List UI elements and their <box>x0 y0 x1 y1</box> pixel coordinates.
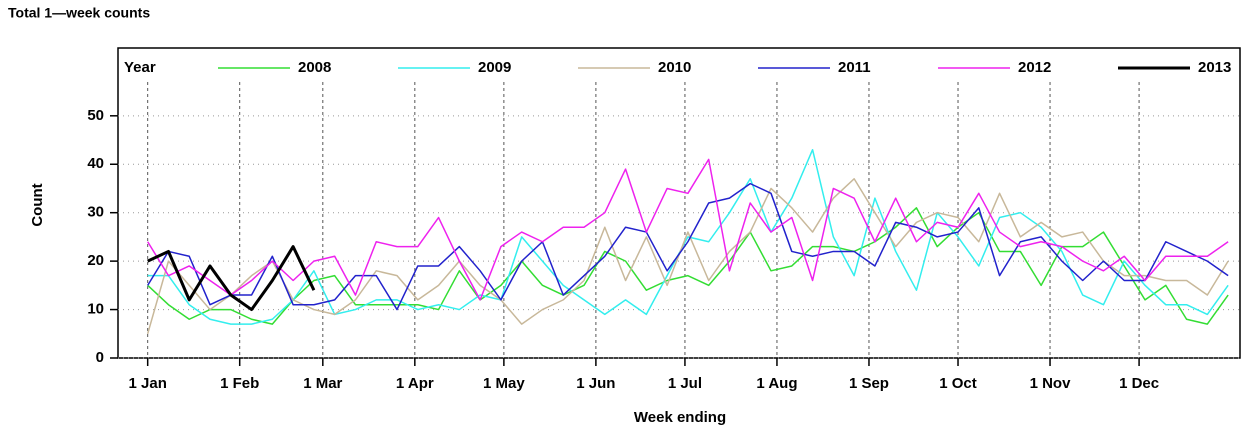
y-axis-label: Count <box>29 183 46 226</box>
legend-label: 2010 <box>658 59 691 76</box>
x-tick-label: 1 Aug <box>756 375 797 392</box>
legend-label: 2009 <box>478 59 511 76</box>
x-tick-label: 1 May <box>483 375 525 392</box>
series-line <box>147 245 316 312</box>
x-tick-label: 1 Sep <box>849 375 889 392</box>
x-tick-label: 1 Oct <box>939 375 977 392</box>
legend-label: 2008 <box>298 59 331 76</box>
y-tick-label: 0 <box>96 349 104 366</box>
legend-title: Year <box>124 59 156 76</box>
series-line <box>147 158 1229 301</box>
x-tick-label: 1 Jul <box>668 375 702 392</box>
y-tick-label: 20 <box>87 252 104 269</box>
x-tick-label: 1 Apr <box>396 375 434 392</box>
y-tick-label: 50 <box>87 107 104 124</box>
y-tick-label: 10 <box>87 301 104 318</box>
plot-frame <box>117 47 1241 359</box>
x-tick-label: 1 Jun <box>576 375 615 392</box>
legend-label: 2012 <box>1018 59 1051 76</box>
series-line <box>147 182 1229 311</box>
series-line <box>147 207 1229 325</box>
chart-title: Total 1—week counts <box>8 5 150 21</box>
x-tick-label: 1 Dec <box>1119 375 1159 392</box>
series-line <box>146 178 1229 334</box>
y-tick-label: 30 <box>87 204 104 221</box>
legend-label: 2011 <box>838 59 871 76</box>
x-tick-label: 1 Jan <box>129 375 167 392</box>
x-axis-label: Week ending <box>634 409 726 426</box>
x-tick-label: 1 Mar <box>303 375 342 392</box>
legend-label: 2013 <box>1198 59 1231 76</box>
x-tick-label: 1 Feb <box>220 375 259 392</box>
series-line <box>147 148 1229 325</box>
y-tick-label: 40 <box>87 155 104 172</box>
x-tick-label: 1 Nov <box>1030 375 1072 392</box>
